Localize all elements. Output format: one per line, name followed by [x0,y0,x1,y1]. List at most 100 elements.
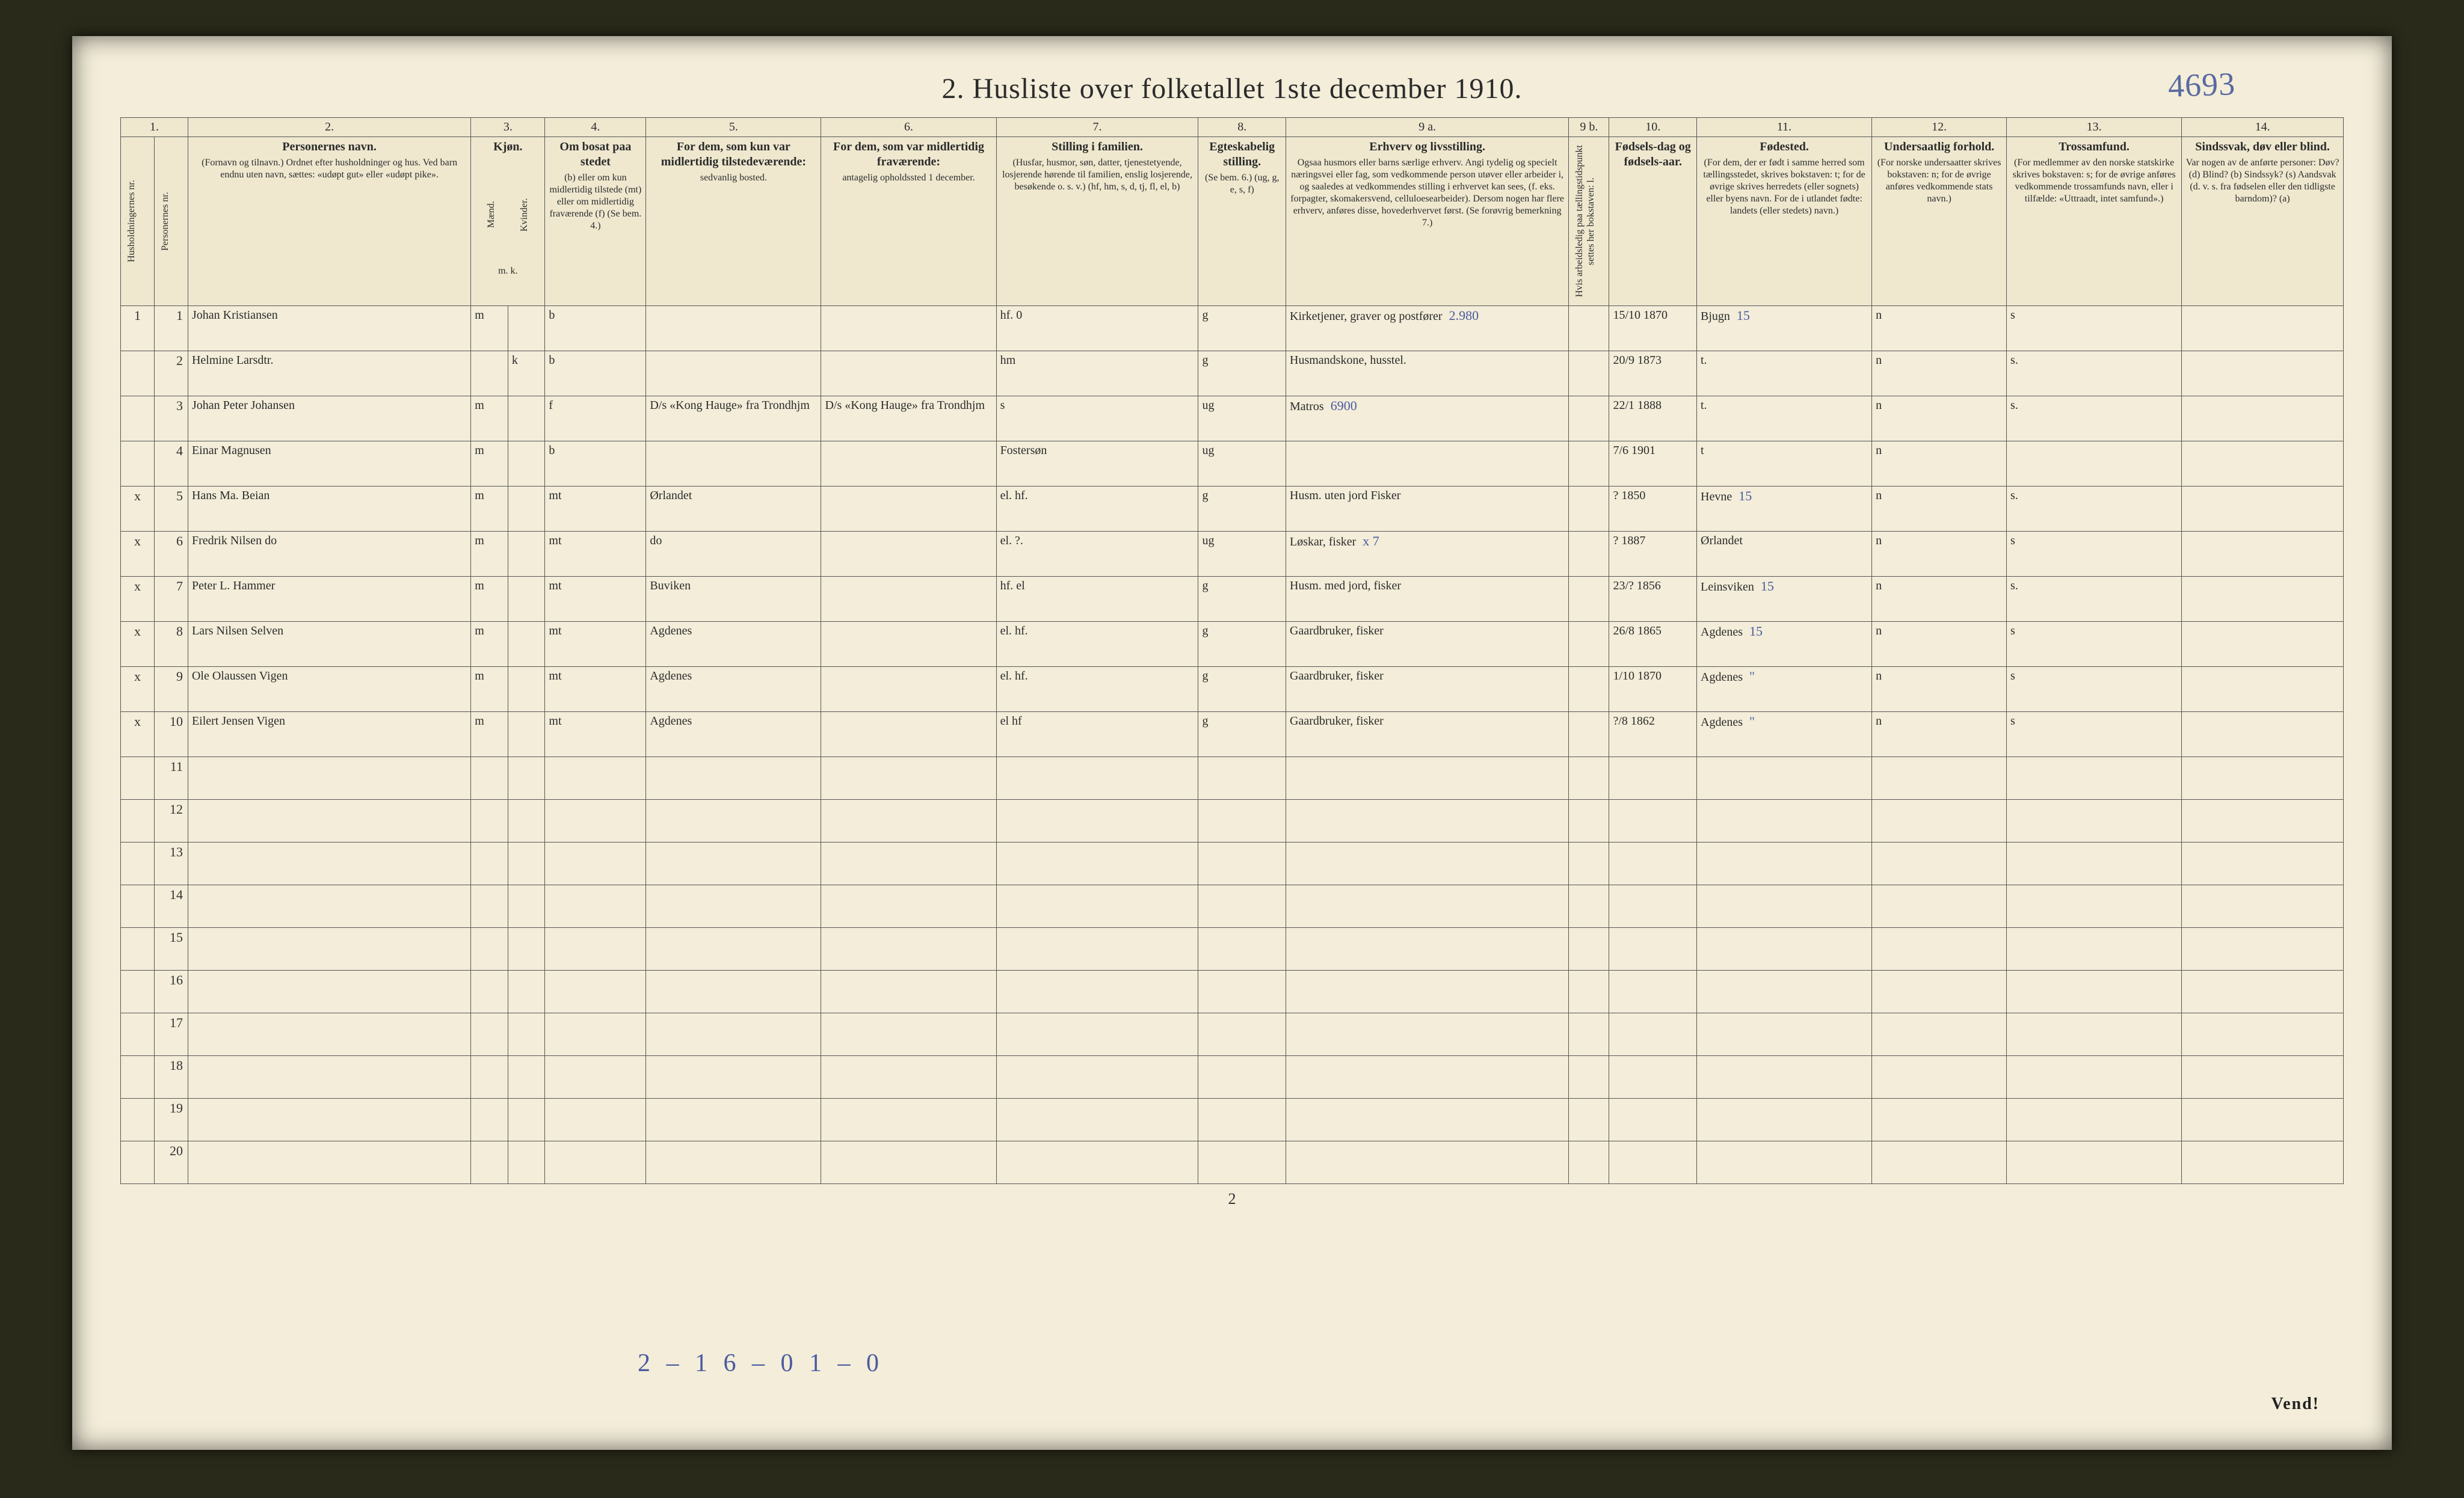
cell-empty [1569,1141,1609,1184]
cell-empty [1286,1141,1569,1184]
cell-religion: s. [2007,396,2182,441]
cell-sex-m: m [471,487,508,532]
cell-household: x [121,487,155,532]
cell-empty [1872,928,2007,971]
cell-empty [996,885,1198,928]
cell-empty [545,757,646,800]
cell-col6 [821,441,996,487]
cell-empty [646,843,821,885]
cell-empty [1569,1056,1609,1099]
cell-nationality: n [1872,351,2007,396]
cell-empty [1697,971,1872,1013]
col11-sub: (For dem, der er født i samme herred som… [1701,157,1868,217]
cell-empty [508,800,545,843]
cell-empty [1569,1099,1609,1141]
table-row-empty: 20 [121,1141,2344,1184]
cell-empty [188,800,470,843]
table-row-empty: 19 [121,1099,2344,1141]
cell-sex-k [508,532,545,577]
cell-birthplace: Agdenes " [1697,667,1872,712]
cell-empty [1872,885,2007,928]
cell-marital: g [1198,306,1286,351]
cell-empty [1286,1013,1569,1056]
col4-sub: (b) eller om kun midlertidig tilstede (m… [549,172,642,232]
colnum-9b: 9 b. [1569,118,1609,137]
cell-empty [1198,1141,1286,1184]
cell-empty [2182,1056,2344,1099]
cell-9b [1569,532,1609,577]
cell-sex-m: m [471,532,508,577]
cell-empty: 13 [154,843,188,885]
cell-household: x [121,622,155,667]
cell-family-pos: el. ?. [996,532,1198,577]
cell-col14 [2182,396,2344,441]
footer-page-number: 2 [120,1190,2344,1208]
cell-col6 [821,667,996,712]
col8-sub: (Se bem. 6.) (ug, g, e, s, f) [1202,172,1282,196]
cell-empty [545,1013,646,1056]
cell-empty [1609,1141,1697,1184]
cell-family-pos: el. hf. [996,622,1198,667]
cell-empty [1569,971,1609,1013]
cell-empty [821,800,996,843]
cell-empty [121,1013,155,1056]
cell-empty [1198,843,1286,885]
cell-empty [996,928,1198,971]
col4-title: Om bosat paa stedet [549,140,642,170]
cell-empty [508,928,545,971]
cell-residence: mt [545,667,646,712]
cell-birthplace: Ørlandet [1697,532,1872,577]
table-row-empty: 15 [121,928,2344,971]
cell-col6: D/s «Kong Hauge» fra Trondhjm [821,396,996,441]
cell-9b [1569,351,1609,396]
cell-empty: 11 [154,757,188,800]
cell-family-pos: el. hf. [996,667,1198,712]
cell-empty [821,971,996,1013]
colnum-5: 5. [646,118,821,137]
cell-person-nr: 8 [154,622,188,667]
cell-empty [2182,971,2344,1013]
cell-birth: 7/6 1901 [1609,441,1697,487]
cell-col6 [821,487,996,532]
cell-empty [1697,885,1872,928]
col8-title: Egteskabelig stilling. [1202,140,1282,170]
cell-col5: Agdenes [646,622,821,667]
cell-religion: s [2007,622,2182,667]
cell-empty [1609,1099,1697,1141]
cell-empty [1569,757,1609,800]
cell-empty [508,1099,545,1141]
cell-empty [188,1099,470,1141]
cell-empty [646,928,821,971]
cell-col5: Agdenes [646,712,821,757]
cell-empty [1198,971,1286,1013]
cell-name: Ole Olaussen Vigen [188,667,470,712]
cell-nationality: n [1872,667,2007,712]
cell-empty [508,843,545,885]
cell-residence: mt [545,622,646,667]
cell-empty [1198,885,1286,928]
cell-empty: 16 [154,971,188,1013]
cell-occupation: Husm. med jord, fisker [1286,577,1569,622]
col5-title: For dem, som kun var midlertidig tilsted… [650,140,817,170]
col2-heading: Personernes navn. (Fornavn og tilnavn.) … [188,137,470,306]
cell-empty [188,1056,470,1099]
cell-empty: 17 [154,1013,188,1056]
cell-birthplace: t [1697,441,1872,487]
cell-empty: 19 [154,1099,188,1141]
col1a-heading: Husholdningernes nr. [121,137,155,306]
cell-birth: 26/8 1865 [1609,622,1697,667]
col13-sub: (For medlemmer av den norske statskirke … [2010,157,2178,205]
cell-empty [508,1141,545,1184]
cell-household [121,441,155,487]
table-row-empty: 16 [121,971,2344,1013]
cell-marital: g [1198,487,1286,532]
cell-name: Helmine Larsdtr. [188,351,470,396]
cell-empty [545,800,646,843]
cell-empty [646,800,821,843]
cell-empty: 14 [154,885,188,928]
cell-family-pos: hf. el [996,577,1198,622]
cell-empty [646,971,821,1013]
cell-person-nr: 1 [154,306,188,351]
cell-marital: g [1198,622,1286,667]
cell-nationality: n [1872,306,2007,351]
